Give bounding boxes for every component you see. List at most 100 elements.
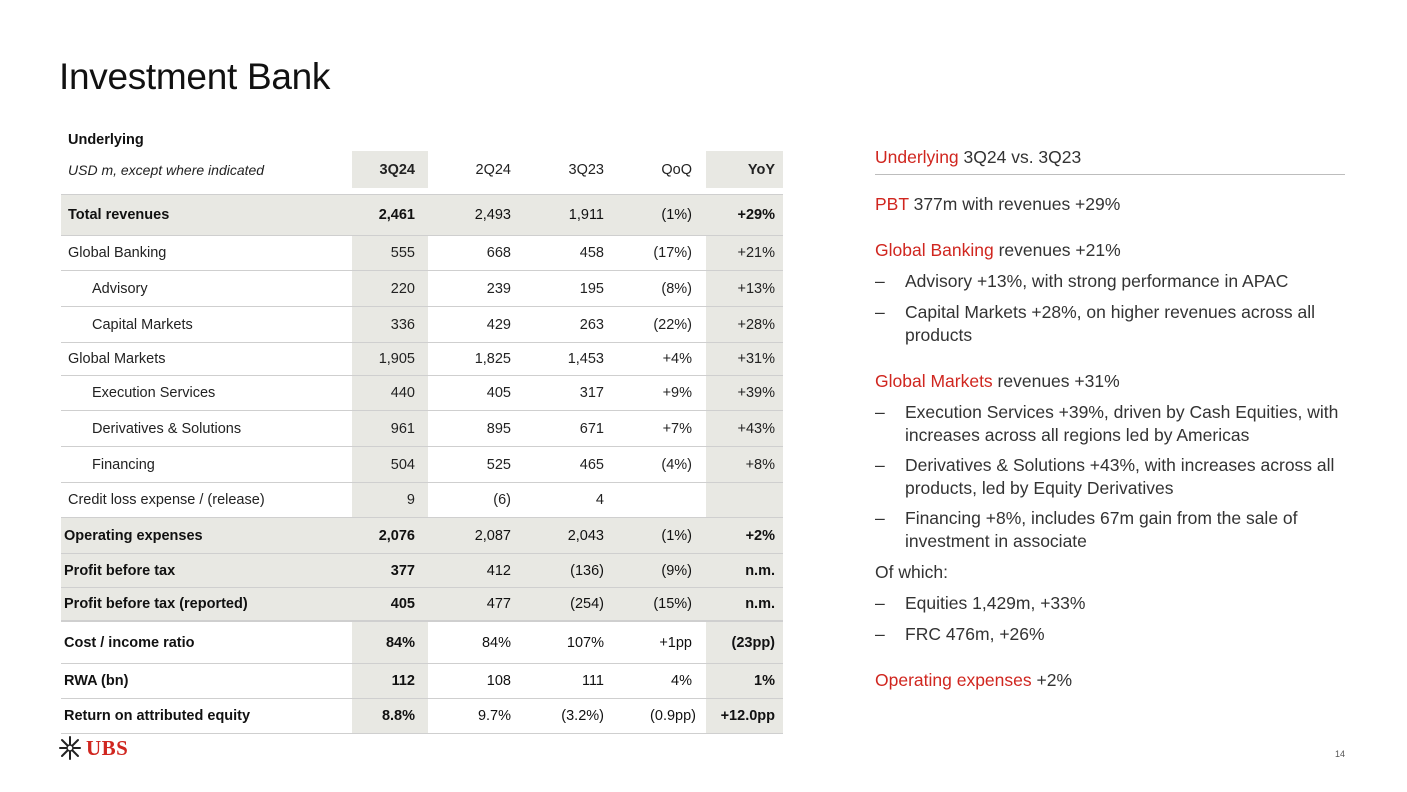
column-header: 2Q24 — [475, 161, 511, 178]
operating-expenses-line: Operating expenses +2% — [875, 669, 1345, 692]
commentary-panel: Underlying 3Q24 vs. 3Q23 PBT 377m with r… — [875, 146, 1345, 692]
row-label: Credit loss expense / (release) — [68, 492, 265, 508]
table-cell: 195 — [579, 280, 604, 297]
row-label: Return on attributed equity — [64, 708, 251, 724]
table-row: Global Banking 555 668 458 (17%) +21% — [61, 236, 783, 271]
table-cell: n.m. — [706, 554, 783, 587]
bullet-text: Execution Services +39%, driven by Cash … — [905, 402, 1339, 445]
bullet-item: – Execution Services +39%, driven by Cash… — [875, 401, 1345, 447]
table-row: Global Markets 1,905 1,825 1,453 +4% +31% — [61, 343, 783, 376]
table-cell: 377 — [352, 554, 428, 587]
table-cell: (22%) — [653, 316, 692, 333]
table-cell: 4 — [595, 492, 604, 508]
table-cell: 263 — [579, 316, 604, 333]
table-cell: n.m. — [706, 588, 783, 620]
table-row: Operating expenses 2,076 2,087 2,043 (1%) +2% — [61, 518, 783, 554]
dash-icon: – — [875, 508, 885, 528]
table-cell: +1pp — [659, 634, 692, 651]
row-label: Profit before tax (reported) — [64, 596, 248, 612]
of-which-bullets: – Equities 1,429m, +33% – FRC 476m, +26% — [875, 592, 1345, 646]
table-body: Total revenues 2,461 2,493 1,911 (1%) +29% Glo… — [61, 194, 783, 734]
dash-icon: – — [875, 302, 885, 322]
table-row: Advisory 220 239 195 (8%) +13% — [61, 271, 783, 307]
table-cell: (1%) — [661, 527, 692, 544]
column-header: QoQ — [661, 161, 692, 178]
bullet-text: Financing +8%, includes 67m gain from th… — [905, 508, 1298, 551]
global-markets-bullets: – Execution Services +39%, driven by Cash… — [875, 401, 1345, 553]
table-cell: 525 — [486, 456, 511, 473]
dash-icon: – — [875, 271, 885, 291]
row-label: Cost / income ratio — [64, 634, 195, 651]
table-row: RWA (bn) 112 108 111 4% 1% — [61, 664, 783, 699]
bullet-text: FRC 476m, +26% — [905, 624, 1045, 644]
table-cell: +12.0pp — [706, 699, 783, 733]
table-cell: 2,461 — [352, 195, 428, 235]
page-title: Investment Bank — [59, 56, 331, 97]
table-section-label-row: Underlying — [61, 128, 783, 151]
table-cell: 440 — [352, 376, 428, 410]
table-cell: 220 — [352, 271, 428, 306]
row-label: Total revenues — [68, 207, 170, 223]
table-cell: +7% — [662, 420, 692, 437]
row-label: Advisory — [92, 280, 148, 297]
column-header: 3Q24 — [352, 151, 428, 188]
table-cell: 1,905 — [352, 343, 428, 375]
table-cell: 84% — [352, 622, 428, 663]
table-cell: 412 — [486, 562, 511, 579]
row-label: Global Banking — [68, 245, 167, 261]
financial-table: Underlying USD m, except where indicated… — [61, 128, 783, 734]
table-cell: 458 — [579, 245, 604, 261]
table-cell: +4% — [662, 351, 692, 367]
table-cell: 671 — [579, 420, 604, 437]
table-cell: 111 — [581, 673, 604, 689]
global-banking-bullets: – Advisory +13%, with strong performance … — [875, 270, 1345, 347]
row-label: Execution Services — [92, 385, 216, 401]
table-row: Return on attributed equity 8.8% 9.7% (3.2%… — [61, 699, 783, 734]
row-label: Global Markets — [68, 351, 166, 367]
table-cell: +2% — [706, 518, 783, 553]
table-cell: (4%) — [661, 456, 692, 473]
row-label: Financing — [92, 456, 155, 473]
table-cell: 477 — [486, 596, 511, 612]
table-cell: 668 — [486, 245, 511, 261]
table-header-row: USD m, except where indicated 3Q24 2Q24 … — [61, 151, 783, 188]
table-cell: 317 — [579, 385, 604, 401]
table-cell — [706, 483, 783, 517]
table-row: Total revenues 2,461 2,493 1,911 (1%) +29% — [61, 194, 783, 236]
row-label: Derivatives & Solutions — [92, 420, 242, 437]
logo-text: UBS — [86, 735, 129, 760]
table-cell — [614, 483, 706, 517]
table-row: Profit before tax (reported) 405 477 (254) (… — [61, 588, 783, 621]
table-cell: +8% — [706, 447, 783, 482]
table-cell: (136) — [570, 562, 604, 579]
global-markets-line: Global Markets revenues +31% — [875, 370, 1345, 393]
table-cell: +39% — [706, 376, 783, 410]
bullet-text: Derivatives & Solutions +43%, with incre… — [905, 455, 1335, 498]
column-header: 3Q23 — [568, 161, 604, 178]
table-cell: 8.8% — [352, 699, 428, 733]
table-row: Cost / income ratio 84% 84% 107% +1pp (23pp) — [61, 621, 783, 664]
table-cell: 405 — [486, 385, 511, 401]
table-cell: 108 — [486, 673, 511, 689]
table-cell: (3.2%) — [561, 708, 604, 724]
table-row: Derivatives & Solutions 961 895 671 +7% +43% — [61, 411, 783, 447]
table-cell: 9 — [352, 483, 428, 517]
global-markets-text: revenues +31% — [992, 371, 1120, 391]
table-cell: (17%) — [653, 245, 692, 261]
bullet-item: – FRC 476m, +26% — [875, 623, 1345, 646]
bullet-item: – Advisory +13%, with strong performance … — [875, 270, 1345, 293]
table-cell: 961 — [352, 411, 428, 446]
bullet-item: – Capital Markets +28%, on higher revenue… — [875, 301, 1345, 347]
table-row: Financing 504 525 465 (4%) +8% — [61, 447, 783, 483]
table-cell: 405 — [352, 588, 428, 620]
table-cell: +21% — [706, 236, 783, 270]
table-row: Capital Markets 336 429 263 (22%) +28% — [61, 307, 783, 343]
bullet-text: Capital Markets +28%, on higher revenues… — [905, 302, 1316, 345]
bullet-text: Advisory +13%, with strong performance i… — [905, 271, 1289, 291]
table-cell: 1% — [706, 664, 783, 698]
dash-icon: – — [875, 624, 885, 644]
table-cell: 239 — [486, 280, 511, 297]
table-cell: 1,453 — [567, 351, 604, 367]
table-cell: (15%) — [653, 596, 692, 612]
table-cell: +13% — [706, 271, 783, 306]
